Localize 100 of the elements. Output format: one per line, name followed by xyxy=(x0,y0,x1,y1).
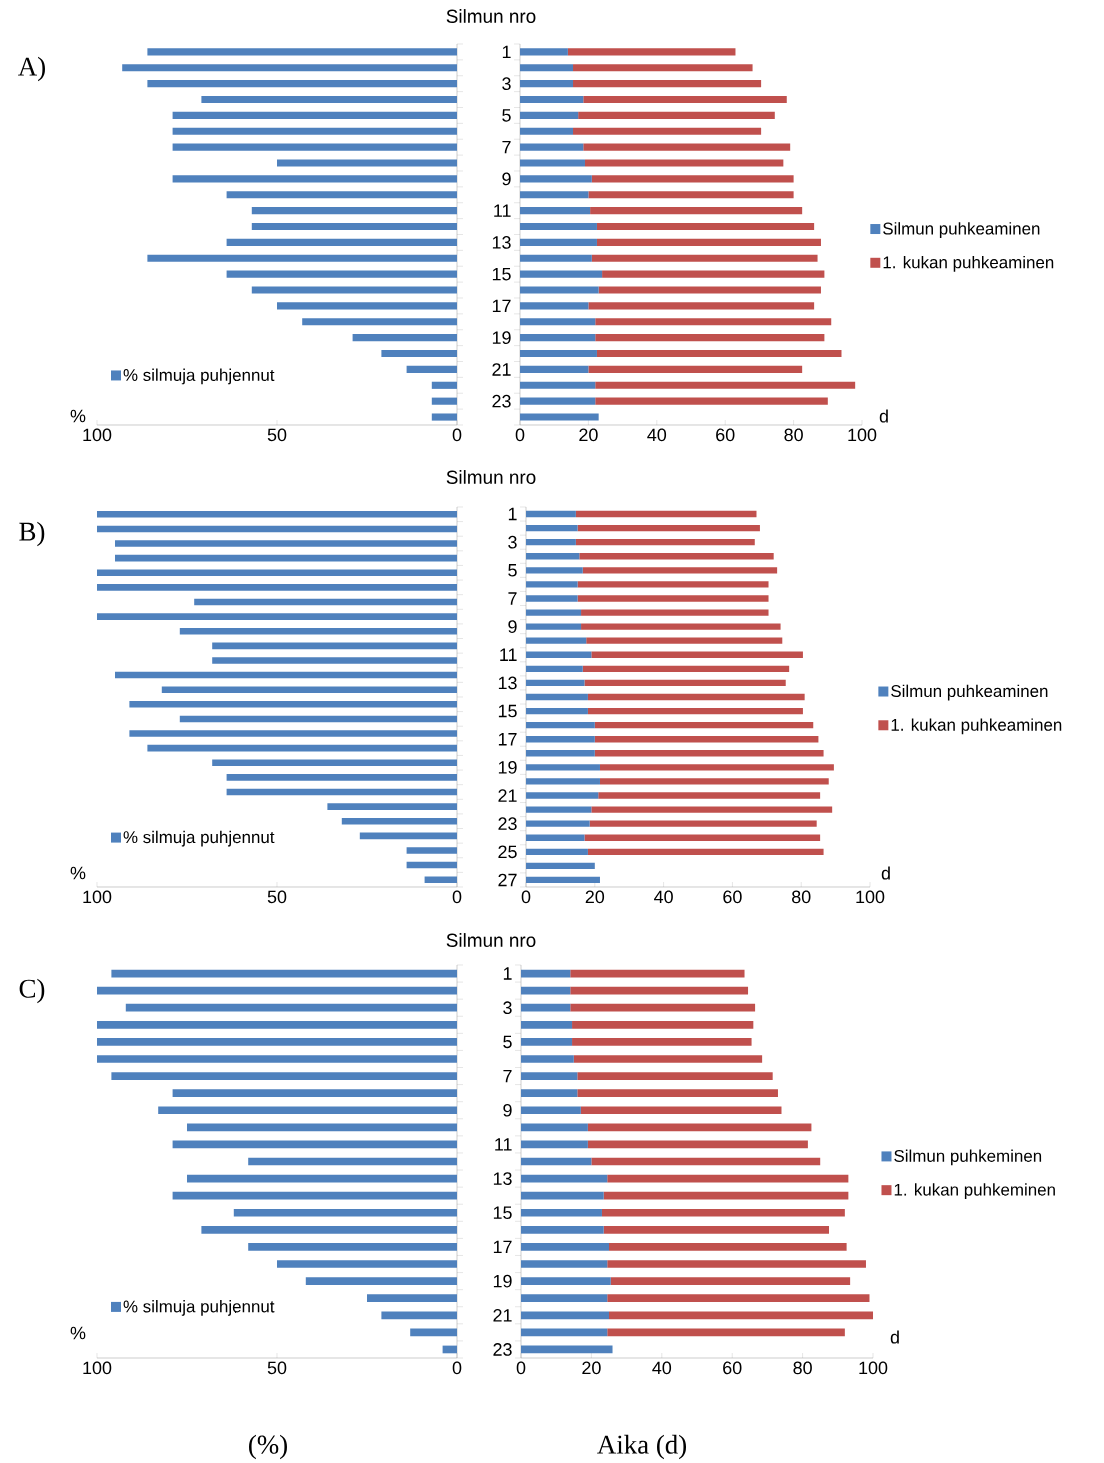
bar xyxy=(577,595,769,602)
bar xyxy=(570,1003,756,1012)
bar xyxy=(520,365,589,373)
y-tick-label: 21 xyxy=(493,1309,512,1322)
legend-label: 1. kukan puhkeaminen xyxy=(891,718,1062,735)
y-tick-label: 17 xyxy=(498,733,517,746)
bar xyxy=(122,64,457,72)
x-tick-label: 80 xyxy=(793,1361,812,1375)
bar xyxy=(596,349,842,358)
y-tick-label: 11 xyxy=(500,648,517,661)
bar xyxy=(601,1208,845,1217)
bar xyxy=(526,876,600,884)
bar xyxy=(521,986,571,995)
bar xyxy=(526,524,578,532)
bar xyxy=(526,665,583,673)
y-tick-label: 7 xyxy=(502,141,511,154)
x-axis-title: d xyxy=(890,1330,899,1344)
y-tick-label: 19 xyxy=(492,331,511,345)
bar xyxy=(521,1243,610,1251)
bar xyxy=(521,1311,610,1320)
bar xyxy=(603,1191,849,1200)
bar xyxy=(277,302,457,310)
bar xyxy=(406,861,457,869)
bar xyxy=(431,381,457,389)
bar xyxy=(520,318,596,326)
bar xyxy=(521,1208,602,1217)
bar xyxy=(520,270,603,278)
y-tick-label: 5 xyxy=(502,109,511,122)
bar xyxy=(526,567,583,574)
bar xyxy=(526,750,595,757)
bar xyxy=(602,270,825,278)
bar xyxy=(179,627,457,635)
y-tick-label: 23 xyxy=(493,1343,512,1356)
y-tick-label: 3 xyxy=(503,1001,512,1015)
x-tick-label: 100 xyxy=(83,1361,112,1375)
y-tick-label: 15 xyxy=(498,704,517,718)
bar xyxy=(520,127,574,135)
bar xyxy=(251,286,457,294)
bar xyxy=(588,191,794,199)
bar xyxy=(302,318,457,326)
bar xyxy=(521,1038,573,1046)
bar xyxy=(520,207,591,215)
legend-label: Silmun puhkeaminen xyxy=(883,222,1040,238)
bar xyxy=(521,1191,604,1200)
bar xyxy=(201,95,457,104)
bar xyxy=(201,1226,457,1234)
x-axis-title: d xyxy=(881,866,890,880)
bar xyxy=(97,986,457,995)
bar xyxy=(521,969,571,978)
text: B) xyxy=(19,521,45,547)
bar xyxy=(521,1328,608,1337)
bar xyxy=(573,1055,763,1063)
bar xyxy=(609,1243,847,1251)
bar xyxy=(591,254,818,262)
legend-label: 1. kukan puhkeminen xyxy=(894,1183,1055,1200)
bar xyxy=(406,847,457,854)
y-tick-label: 15 xyxy=(492,267,511,281)
bar xyxy=(381,1311,457,1320)
y-tick-label: 9 xyxy=(503,1103,512,1117)
x-tick-label: 100 xyxy=(83,890,112,904)
legend-label: Silmun puhkeaminen xyxy=(891,684,1048,701)
bar xyxy=(521,1089,578,1097)
bar xyxy=(248,1157,457,1166)
bar xyxy=(577,581,769,588)
bar xyxy=(587,707,803,715)
bar xyxy=(584,159,784,167)
text: (%) xyxy=(249,1434,287,1460)
bar xyxy=(526,806,592,813)
bar xyxy=(161,686,457,693)
bar xyxy=(595,381,856,389)
bar xyxy=(594,721,814,729)
bar xyxy=(520,143,584,151)
x-tick-label: 50 xyxy=(267,1361,287,1375)
y-tick-label: 3 xyxy=(508,535,517,549)
bar xyxy=(521,1277,611,1285)
y-tick-label: 1 xyxy=(503,967,512,980)
bar xyxy=(520,80,574,88)
bar xyxy=(97,613,457,620)
bar xyxy=(521,1020,573,1029)
x-tick-label: 80 xyxy=(792,890,811,904)
bar xyxy=(431,397,457,405)
bar xyxy=(526,764,600,771)
bar xyxy=(573,127,762,135)
legend-label: % silmuja puhjennut xyxy=(123,368,275,385)
bar xyxy=(172,111,457,119)
bar xyxy=(607,1174,849,1183)
bar xyxy=(578,111,775,119)
bar xyxy=(226,270,457,278)
bar xyxy=(572,1020,754,1029)
bar xyxy=(591,806,833,813)
x-axis-title: d xyxy=(879,409,888,423)
bar xyxy=(111,969,457,978)
bar xyxy=(587,1140,808,1149)
bar xyxy=(97,569,457,577)
y-tick-label: 7 xyxy=(508,592,517,605)
bar xyxy=(115,540,457,547)
bar xyxy=(587,1123,812,1132)
bar xyxy=(187,1123,457,1132)
y-tick-label: 19 xyxy=(493,1274,512,1288)
bar xyxy=(172,1140,457,1149)
